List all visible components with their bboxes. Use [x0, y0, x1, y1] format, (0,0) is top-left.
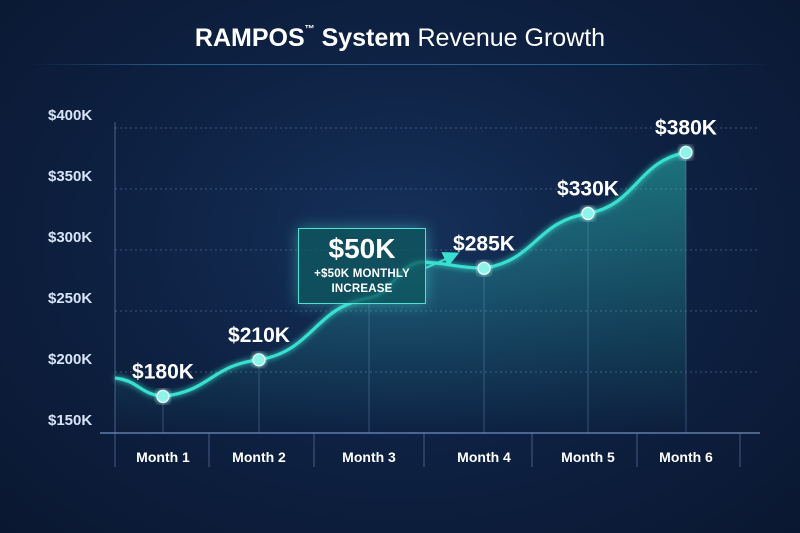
y-tick-label: $200K — [48, 351, 92, 368]
x-tick-label: Month 2 — [232, 449, 286, 465]
x-tick-label: Month 4 — [457, 449, 511, 465]
x-tick-label: Month 5 — [561, 449, 615, 465]
axis-layer: $150K $200K $250K $300K $350K $400K Month 1 Mon… — [48, 107, 760, 467]
label-layer: $180K $210K $285K $330K $380K — [132, 116, 717, 383]
data-point — [581, 206, 595, 220]
chart-title: RAMPOS™ System Revenue Growth — [0, 24, 800, 53]
data-point — [156, 389, 170, 403]
data-label: $380K — [655, 116, 717, 139]
title-system: System — [321, 24, 411, 52]
x-tick-label: Month 1 — [136, 449, 190, 465]
title-brand: RAMPOS — [194, 24, 305, 52]
y-tick-label: $350K — [48, 168, 92, 185]
y-tick-label: $300K — [48, 229, 92, 246]
data-label: $180K — [132, 360, 194, 383]
data-label: $285K — [453, 232, 515, 255]
callout-caption: +$50K MONTHLY INCREASE — [314, 268, 410, 295]
data-label: $210K — [228, 324, 290, 347]
title-divider — [28, 64, 772, 65]
title-rest: Revenue Growth — [417, 24, 606, 52]
y-tick-label: $400K — [48, 107, 92, 124]
point-layer — [156, 145, 693, 403]
increase-callout: $50K +$50K MONTHLY INCREASE — [298, 228, 426, 304]
data-point — [252, 353, 266, 367]
x-tick-label: Month 3 — [342, 449, 396, 465]
y-tick-label: $150K — [48, 412, 92, 429]
x-tick-label: Month 6 — [659, 449, 713, 465]
data-point — [477, 261, 491, 275]
title-trademark: ™ — [304, 24, 315, 35]
data-label: $330K — [557, 177, 619, 200]
growth-arrow — [425, 252, 460, 269]
data-point — [679, 145, 693, 159]
callout-value: $50K — [328, 233, 396, 264]
y-tick-label: $250K — [48, 290, 92, 307]
